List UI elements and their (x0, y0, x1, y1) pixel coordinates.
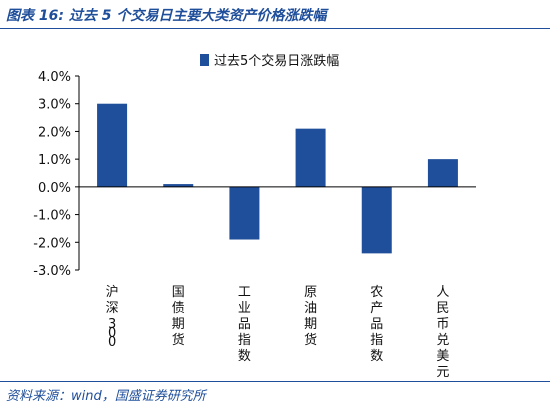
y-tick-label: 1.0% (38, 153, 71, 168)
legend-label: 过去5个交易日涨跌幅 (214, 53, 339, 69)
y-tick-label: 2.0% (38, 125, 71, 140)
bar-chart: 过去5个交易日涨跌幅 4.0% 3.0% 2.0% 1.0% 0.0% -1.0% -2.0… (33, 53, 476, 380)
x-tick-label: 工业品指数 (238, 285, 251, 364)
y-axis: 4.0% 3.0% 2.0% 1.0% 0.0% -1.0% -2.0% -3.0% (33, 70, 80, 279)
source-note: 资料来源：wind，国盛证券研究所 (6, 389, 206, 404)
bar-2 (163, 184, 194, 187)
bar-1 (97, 103, 128, 187)
y-tick-label: 4.0% (38, 70, 71, 85)
bar-5 (361, 186, 392, 254)
x-tick-label: 人民币兑美元 (436, 285, 449, 380)
bars (97, 103, 458, 254)
chart-legend: 过去5个交易日涨跌幅 (200, 53, 339, 69)
y-tick-label: -1.0% (33, 209, 71, 224)
legend-swatch (200, 54, 209, 66)
footer-divider (0, 381, 550, 382)
y-tick-label: 0.0% (38, 181, 71, 196)
bar-3 (229, 186, 260, 240)
header-divider (0, 28, 550, 29)
y-tick-label: 3.0% (38, 98, 71, 113)
x-tick-label: 农产品指数 (370, 285, 383, 364)
figure-title: 图表 16: 过去 5 个交易日主要大类资产价格涨跌幅 (6, 8, 327, 24)
y-tick-label: -3.0% (33, 264, 71, 279)
x-tick-label: 原油期货 (304, 285, 317, 348)
x-axis-labels: 沪深 3 0 0 国债期货 工业品指数 原油期货 农产品指数 人民币兑美元 (106, 284, 450, 380)
figure-header: 图表 16: 过去 5 个交易日主要大类资产价格涨跌幅 (0, 0, 550, 32)
bar-4 (295, 128, 326, 187)
x-tick-label: 国债期货 (172, 285, 185, 348)
bar-6 (427, 159, 458, 187)
x-tick-label: 沪深 3 0 0 (106, 284, 119, 350)
y-tick-label: -2.0% (33, 236, 71, 251)
